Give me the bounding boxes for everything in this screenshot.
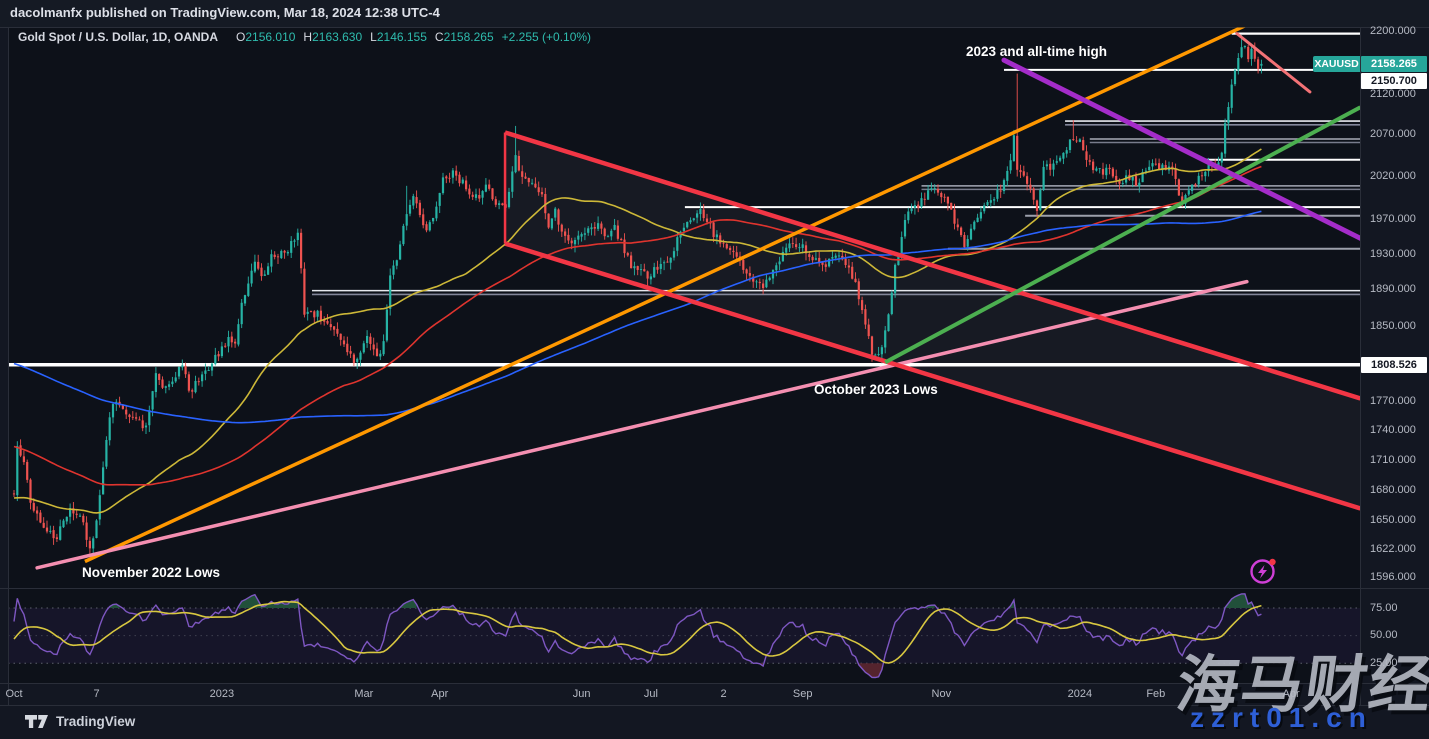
price-axis-tick: 1970.000 (1370, 212, 1416, 225)
ohlc-value: 2146.155 (376, 30, 427, 44)
price-level-badge: 1808.526 (1361, 356, 1427, 373)
rsi-oversold-fill (858, 663, 882, 678)
time-axis-tick: Oct (5, 688, 23, 700)
chart-annotation: 2023 and all-time high (966, 44, 1108, 59)
tradingview-mark-icon (25, 715, 48, 728)
ohlc-value: 2163.630 (312, 30, 363, 44)
time-axis-tick: 2024 (1067, 688, 1093, 700)
ascending-green (884, 105, 1360, 365)
ohlc-key: H (303, 30, 313, 44)
chart-annotation: October 2023 Lows (814, 382, 938, 397)
descending-salmon (1235, 32, 1312, 94)
ohlc-value: 2158.265 (443, 30, 494, 44)
price-axis-tick: 1770.000 (1370, 394, 1416, 407)
sma-50-line (13, 148, 1262, 514)
price-axis-tick: 2200.000 (1370, 24, 1416, 37)
symbol-legend: Gold Spot / U.S. Dollar, 1D, OANDA O2156.… (18, 30, 591, 44)
time-axis-tick: Sep (792, 688, 813, 700)
price-level-badge: 2150.700 (1361, 72, 1427, 89)
descending-channel-fill (505, 132, 1360, 509)
ascending-pink (35, 279, 1249, 570)
time-axis-tick: Mar (354, 688, 374, 700)
sma-100-line (13, 165, 1262, 486)
time-axis-separator (0, 683, 1429, 684)
pane-left-border (8, 27, 9, 706)
time-axis-tick: Apr (1282, 688, 1300, 700)
published-header-bar: dacolmanfx published on TradingView.com,… (0, 0, 1429, 28)
rsi-band (8, 608, 1360, 664)
price-axis-tick: 2020.000 (1370, 170, 1416, 183)
ohlc-key: O (236, 30, 246, 44)
time-axis-tick: 2 (720, 688, 727, 700)
sma-200-line (13, 210, 1262, 424)
tradingview-logo[interactable]: TradingView (25, 714, 135, 729)
ohlc-values: O2156.010 H2163.630 L2146.155 C2158.265 (228, 30, 494, 44)
channel-bottom-red (504, 241, 1360, 511)
last-price-badge: 2158.265 (1361, 55, 1427, 72)
watermark-url: zzrt01.cn (1190, 702, 1373, 733)
time-axis-tick: Apr (431, 688, 449, 700)
descending-purple (1001, 57, 1360, 241)
rsi-overbought-fill (400, 599, 417, 608)
price-axis-tick: 1850.000 (1370, 319, 1416, 332)
price-axis-tick: 1680.000 (1370, 483, 1416, 496)
price-axis-tick: 1622.000 (1370, 543, 1416, 556)
tradingview-logo-text: TradingView (56, 714, 136, 729)
idea-flash-icon[interactable] (1249, 557, 1277, 585)
rsi-overbought-fill (1225, 593, 1252, 608)
rsi-axis-tick: 50.00 (1370, 629, 1398, 642)
price-axis-border (1360, 27, 1361, 706)
published-byline: dacolmanfx published on TradingView.com,… (10, 5, 440, 20)
price-axis-tick: 1650.000 (1370, 514, 1416, 527)
price-axis-tick: 1596.000 (1370, 570, 1416, 583)
price-axis-tick: 1710.000 (1370, 453, 1416, 466)
price-axis-tick: 1890.000 (1370, 283, 1416, 296)
price-axis-tick: 2070.000 (1370, 128, 1416, 141)
rsi-axis-tick: 25.00 (1370, 656, 1398, 669)
rsi-pane-separator[interactable] (0, 588, 1429, 589)
ohlc-key: L (370, 30, 377, 44)
rsi-axis-tick: 75.00 (1370, 601, 1398, 614)
time-axis-tick: Jul (643, 688, 658, 700)
time-axis-bottom-border (0, 705, 1429, 706)
chart-annotation: November 2022 Lows (82, 565, 221, 580)
ohlc-value: 2156.010 (245, 30, 296, 44)
ascending-orange (84, 27, 1246, 564)
symbol-title[interactable]: Gold Spot / U.S. Dollar, 1D, OANDA (18, 30, 219, 44)
change-value: +2.255 (+0.10%) (501, 30, 592, 44)
time-axis-tick: Nov (931, 688, 952, 700)
price-axis-tick: 2120.000 (1370, 87, 1416, 100)
time-axis-tick: 7 (93, 688, 100, 700)
chart-background (8, 27, 1360, 683)
symbol-price-tag: XAUUSD (1313, 56, 1360, 73)
rsi-ma-line (13, 600, 1262, 664)
time-axis-tick: Feb (1146, 688, 1166, 700)
ohlc-key: C (434, 30, 444, 44)
candlesticks (12, 34, 1263, 557)
price-axis-tick: 1930.000 (1370, 247, 1416, 260)
rsi-overbought-fill (238, 594, 298, 608)
price-axis-tick: 1740.000 (1370, 423, 1416, 436)
time-axis-tick: 2023 (209, 688, 235, 700)
time-axis-tick: Jun (572, 688, 591, 700)
channel-top-red (504, 130, 1360, 401)
